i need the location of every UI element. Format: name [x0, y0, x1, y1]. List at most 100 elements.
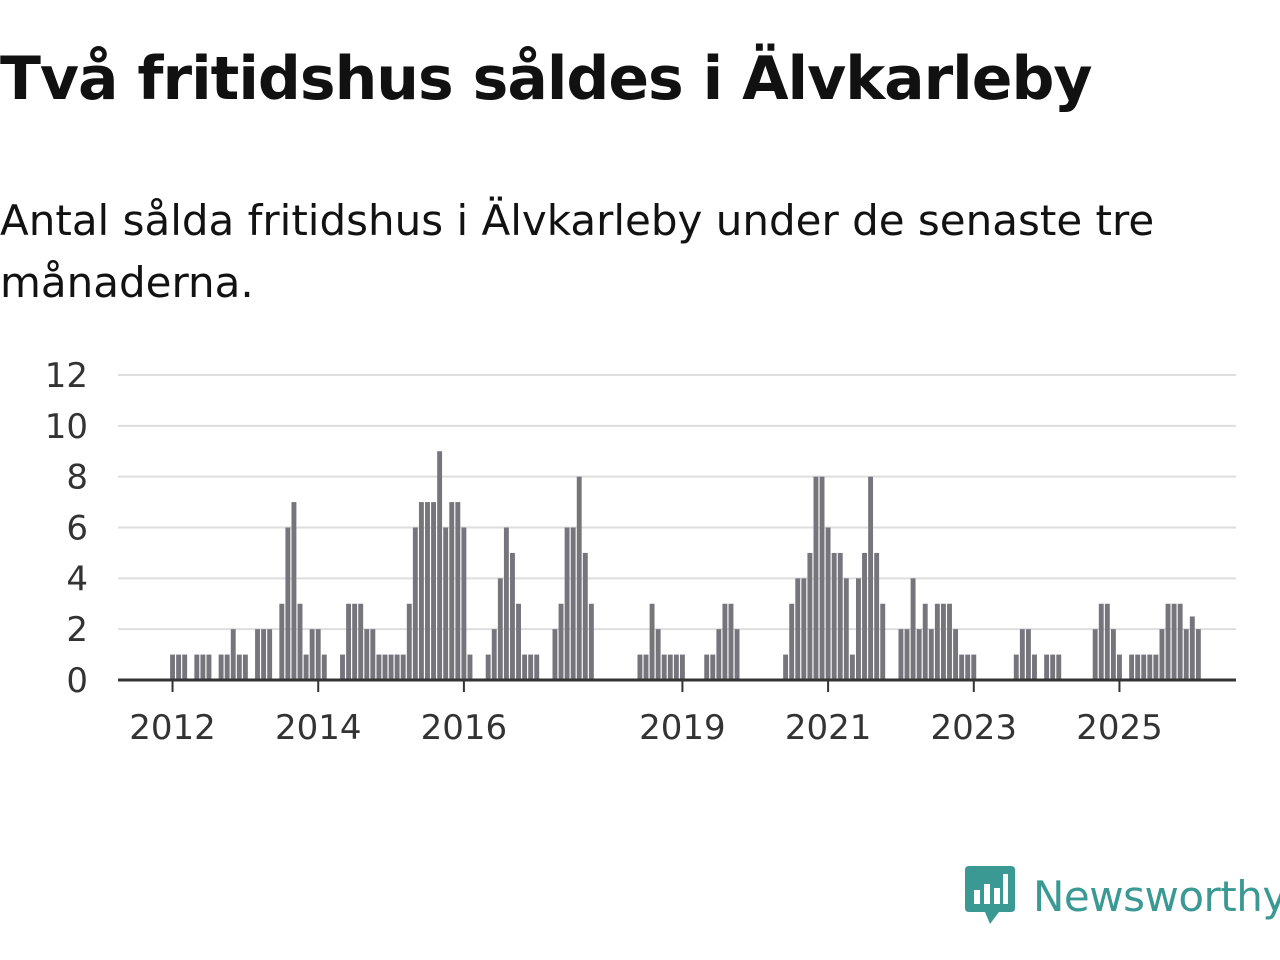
bar [928, 629, 934, 680]
bar [467, 654, 473, 680]
chart-subtitle: Antal sålda fritidshus i Älvkarleby unde… [0, 196, 1155, 307]
bar [418, 502, 424, 680]
bar [309, 629, 315, 680]
bar [176, 654, 182, 680]
bar [819, 476, 825, 680]
bar [400, 654, 406, 680]
bar [856, 578, 861, 680]
bar [904, 629, 910, 680]
bar [485, 654, 491, 680]
bar [734, 629, 740, 680]
bar [643, 654, 649, 680]
bar [1117, 654, 1122, 680]
bar [455, 502, 461, 680]
bar [637, 654, 643, 680]
bar [279, 603, 285, 680]
bar [922, 603, 928, 680]
bar [1025, 629, 1031, 680]
bar [255, 629, 260, 680]
bar [382, 654, 388, 680]
newsworthy-logo-icon [965, 866, 1015, 924]
bar-chart: 0 2 4 6 8 10 12 2012 2014 2016 2019 2021 2023 2025 2 [45, 340, 1245, 748]
bar [437, 451, 443, 680]
x-tick-label: 2023 [931, 708, 1018, 748]
bar [285, 527, 291, 680]
bar [704, 654, 710, 680]
bar [940, 603, 946, 680]
bar [376, 654, 382, 680]
bar [813, 476, 819, 680]
bar [406, 603, 412, 680]
bar [230, 629, 236, 680]
bar [849, 654, 855, 680]
bar [352, 603, 358, 680]
bar [534, 654, 540, 680]
bar [564, 527, 570, 680]
bar [291, 502, 297, 680]
bar [431, 502, 436, 680]
bar [1098, 603, 1104, 680]
bars [170, 451, 1201, 680]
highlight-value-label: 2 [1225, 340, 1244, 348]
bar [236, 654, 242, 680]
y-tick-label: 8 [66, 458, 88, 498]
bar [843, 578, 849, 680]
bar [649, 603, 655, 680]
bar [297, 603, 303, 680]
bar [425, 502, 430, 680]
bar [242, 654, 248, 680]
bar [170, 654, 175, 680]
brand-logo: Newsworthy [965, 866, 1280, 926]
y-axis-labels: 0 2 4 6 8 10 12 [45, 356, 88, 701]
bar [934, 603, 940, 680]
bar [370, 629, 376, 680]
y-tick-label: 0 [66, 661, 88, 701]
bar [825, 527, 831, 680]
bar [510, 552, 515, 680]
bar [1183, 629, 1189, 680]
bar [1153, 654, 1159, 680]
bar [667, 654, 673, 680]
gridlines [118, 374, 1236, 631]
bar [1177, 603, 1183, 680]
bar [801, 578, 807, 680]
bar [673, 654, 679, 680]
bar [364, 629, 370, 680]
chart-title: Två fritidshus såldes i Älvkarleby [0, 44, 1092, 114]
x-tick-label: 2012 [129, 708, 216, 748]
bar [570, 527, 576, 680]
bar [576, 476, 582, 680]
bar [412, 527, 418, 680]
bar [655, 629, 661, 680]
bar [261, 629, 267, 680]
bar [1013, 654, 1019, 680]
bar [916, 629, 922, 680]
bar [1195, 629, 1201, 680]
bar [552, 629, 558, 680]
bar [716, 629, 722, 680]
bar [200, 654, 206, 680]
bar [1110, 629, 1116, 680]
bar [910, 578, 916, 680]
bar [1104, 603, 1110, 680]
y-tick-label: 12 [45, 356, 88, 396]
bar [388, 654, 394, 680]
brand-name: Newsworthy [1033, 871, 1280, 921]
bar [959, 654, 965, 680]
x-axis-labels: 2012 2014 2016 2019 2021 2023 2025 [129, 708, 1162, 748]
bar [971, 654, 977, 680]
bar [728, 603, 734, 680]
y-tick-label: 2 [66, 610, 88, 650]
bar [394, 654, 400, 680]
bar [1092, 629, 1098, 680]
bar [965, 654, 971, 680]
bar [461, 527, 467, 680]
bar [661, 654, 667, 680]
x-tick-label: 2021 [785, 708, 872, 748]
bar [503, 527, 509, 680]
bar [789, 603, 795, 680]
bar [1159, 629, 1165, 680]
bar [1032, 654, 1037, 680]
bar [1171, 603, 1177, 680]
bar [1165, 603, 1171, 680]
